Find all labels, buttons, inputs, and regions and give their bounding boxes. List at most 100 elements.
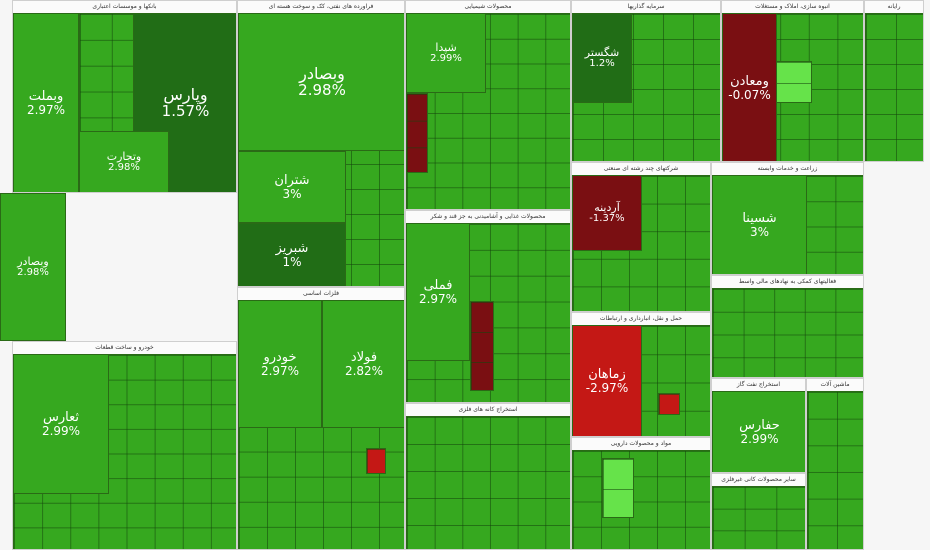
minor-tile[interactable] xyxy=(572,450,710,549)
minor-tile[interactable] xyxy=(366,448,386,474)
minor-tile[interactable] xyxy=(712,486,805,549)
sector-title: استخراج کانه های فلزی xyxy=(406,404,570,416)
stock-symbol: ومعادن xyxy=(730,73,769,89)
stock-change: 2.97% xyxy=(26,103,66,118)
sector-panel: سایر محصولات کانی غیرفلزی xyxy=(711,473,806,550)
sector-title: استخراج نفت گاز xyxy=(712,379,805,391)
sector-title: خودرو و ساخت قطعات xyxy=(13,342,236,354)
stock-change: 2.99% xyxy=(430,52,462,64)
stock-tile[interactable]: شبریز 1% xyxy=(238,223,346,286)
sector-panel: ماشین آلات xyxy=(806,378,864,550)
sector-title: انبوه سازی، املاک و مستغلات xyxy=(722,1,863,13)
stock-change: 1.2% xyxy=(589,57,615,69)
minor-tile[interactable] xyxy=(470,301,494,391)
stock-change: 3% xyxy=(749,225,770,240)
sector-panel: محصولات غذایی و آشامیدنی به جز قند و شکر… xyxy=(405,210,571,403)
stock-symbol: آردینه xyxy=(594,200,620,214)
sector-title: مواد و محصولات دارویی xyxy=(572,438,710,450)
stock-change: 3% xyxy=(282,186,302,201)
stock-tile[interactable]: آردینه -1.37% xyxy=(572,175,642,251)
stock-symbol: شگستر xyxy=(584,45,620,59)
stock-tile[interactable]: فملی 2.97% xyxy=(406,223,470,361)
sector-title: حمل و نقل، انبارداری و ارتباطات xyxy=(572,313,710,325)
minor-tile[interactable] xyxy=(712,288,863,377)
sector-title: فلزات اساسی xyxy=(238,288,404,300)
stock-tile[interactable]: حفارس 2.99% xyxy=(712,391,805,472)
minor-tile[interactable] xyxy=(658,393,680,415)
sector-title: محصولات غذایی و آشامیدنی به جز قند و شکر xyxy=(406,211,570,223)
stock-symbol: زماهان xyxy=(588,367,626,383)
stock-tile[interactable]: زماهان -2.97% xyxy=(572,325,642,436)
sector-title: زراعت و خدمات وابسته xyxy=(712,163,863,175)
sector-panel: فلزات اساسی خودرو 2.97% فولاد 2.82% xyxy=(237,287,405,550)
stock-change: -2.97% xyxy=(585,381,629,396)
sector-panel: حمل و نقل، انبارداری و ارتباطات زماهان -2.… xyxy=(571,312,711,437)
sector-panel: بانکها و موسسات اعتباری وبملت 2.97% وپارس 1.… xyxy=(12,0,237,193)
sector-panel: زراعت و خدمات وابسته شسینا 3% xyxy=(711,162,864,275)
stock-symbol: شسینا xyxy=(742,211,777,227)
stock-change: 1.57% xyxy=(161,102,210,121)
stock-tile[interactable]: شپدا 2.99% xyxy=(406,13,486,93)
stock-change: -1.37% xyxy=(589,212,625,224)
minor-tile[interactable] xyxy=(406,93,428,173)
stock-tile[interactable]: شگستر 1.2% xyxy=(572,13,632,103)
sector-panel: استخراج کانه های فلزی xyxy=(405,403,571,550)
minor-tile[interactable] xyxy=(406,416,570,549)
minor-tile[interactable] xyxy=(807,391,863,549)
stock-symbol: حفارس xyxy=(739,418,780,434)
stock-tile[interactable]: وبصادر 2.98% xyxy=(238,13,404,151)
sector-panel: انبوه سازی، املاک و مستغلات ومعادن -0.07% xyxy=(721,0,864,162)
stock-symbol: خودرو xyxy=(263,349,297,365)
stock-symbol: فملی xyxy=(423,277,453,293)
stock-change: 2.98% xyxy=(17,266,49,278)
stock-symbol: وبصادر xyxy=(17,254,49,268)
minor-tile[interactable] xyxy=(406,13,570,209)
stock-symbol: وتجارت xyxy=(106,150,142,164)
sector-title: فعالیتهای کمکی به نهادهای مالی واسط xyxy=(712,276,863,288)
stock-change: 2.99% xyxy=(740,432,779,447)
sector-panel: سرمایه گذاریها شگستر 1.2% xyxy=(571,0,721,162)
sector-title: سرمایه گذاریها xyxy=(572,1,720,13)
sector-panel: رایانه xyxy=(864,0,924,162)
sector-title: فراورده های نفتی، کک و سوخت هسته ای xyxy=(238,1,404,13)
stock-symbol: ثعارس xyxy=(43,409,79,425)
sector-panel: استخراج نفت گاز حفارس 2.99% xyxy=(711,378,806,473)
minor-tile[interactable] xyxy=(602,458,634,518)
stock-symbol: شبریز xyxy=(275,241,309,257)
stock-symbol: فولاد xyxy=(350,349,378,365)
stock-tile[interactable]: وبصادر 2.98% xyxy=(0,193,66,341)
stock-change: 2.97% xyxy=(418,291,458,306)
sector-title: محصولات شیمیایی xyxy=(406,1,570,13)
sector-panel: شرکتهای چند رشته ای صنعتی آردینه -1.37% xyxy=(571,162,711,312)
stock-tile[interactable]: شسینا 3% xyxy=(712,175,807,274)
sector-panel: خودرو و ساخت قطعات ثعارس 2.99% xyxy=(12,341,237,550)
stock-tile[interactable]: فولاد 2.82% xyxy=(322,300,404,428)
stock-tile[interactable]: وتجارت 2.98% xyxy=(79,131,169,192)
sector-panel: مواد و محصولات دارویی xyxy=(571,437,711,550)
sector-title: سایر محصولات کانی غیرفلزی xyxy=(712,474,805,486)
sector-title: بانکها و موسسات اعتباری xyxy=(13,1,236,13)
stock-symbol: شتران xyxy=(274,172,310,188)
sector-title: شرکتهای چند رشته ای صنعتی xyxy=(572,163,710,175)
stock-change: 2.99% xyxy=(41,423,81,438)
sector-title: ماشین آلات xyxy=(807,379,863,391)
stock-change: 2.97% xyxy=(260,363,300,378)
stock-symbol: وبصادر xyxy=(299,63,345,83)
stock-symbol: وبملت xyxy=(28,89,64,105)
sector-panel: فراورده های نفتی، کک و سوخت هسته ای وبصاد… xyxy=(237,0,405,287)
stock-tile[interactable]: ثعارس 2.99% xyxy=(13,354,109,494)
stock-tile[interactable]: ومعادن -0.07% xyxy=(722,13,777,161)
stock-symbol: شپدا xyxy=(435,40,457,54)
stock-change: -0.07% xyxy=(728,87,771,102)
stock-tile[interactable]: خودرو 2.97% xyxy=(238,300,322,428)
stock-symbol: وپارس xyxy=(163,85,208,105)
stock-tile[interactable]: وپارس 1.57% xyxy=(133,13,236,192)
sector-title: رایانه xyxy=(865,1,923,13)
sector-panel: محصولات شیمیایی شپدا 2.99% xyxy=(405,0,571,210)
minor-tile[interactable] xyxy=(772,61,812,103)
minor-tile[interactable] xyxy=(865,13,923,161)
sector-panel: فعالیتهای کمکی به نهادهای مالی واسط xyxy=(711,275,864,378)
stock-tile[interactable]: شتران 3% xyxy=(238,151,346,223)
stock-tile[interactable]: وبملت 2.97% xyxy=(13,13,79,192)
